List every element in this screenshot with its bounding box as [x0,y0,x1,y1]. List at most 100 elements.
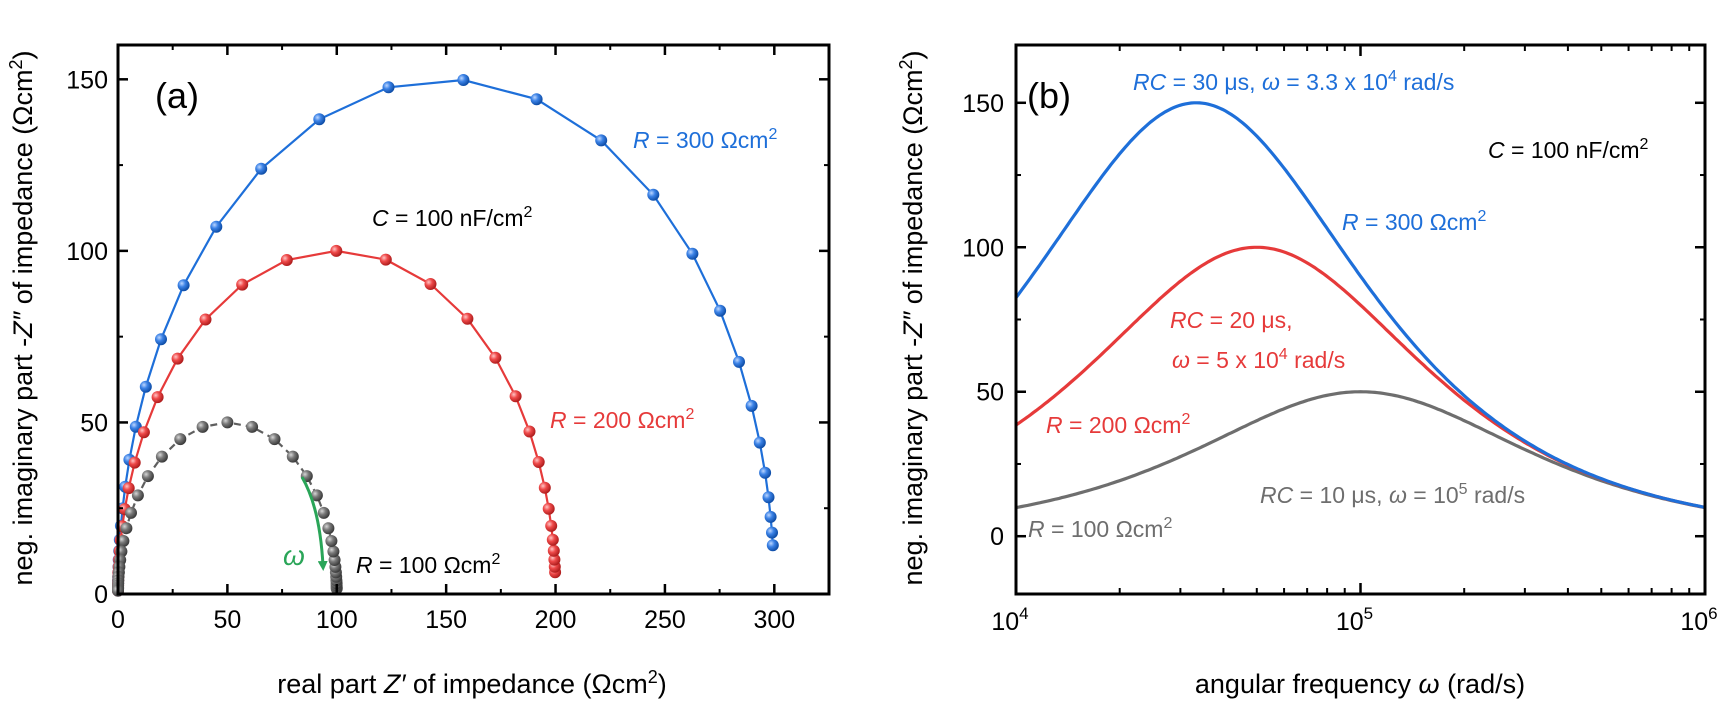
panel-a-data-point [547,544,560,557]
panel-a-data-point [210,220,223,233]
panel-a-ticks: 0 50 100 150 200 250 300 0 50 100 150 [66,45,829,634]
panel-a-data-point [131,489,144,502]
panel-a-data-point [647,188,660,201]
panel-a-data-point [538,481,551,494]
panel-b-series-line [1015,245,1706,509]
panel-b-series-label-r100: R = 100 Ωcm2 [1028,515,1172,542]
panel-a-data-point [764,510,777,523]
omega-direction-arrow [300,476,328,571]
panel-a-data-point [177,279,190,292]
panel-b-y-axis-title: neg. imaginary part -Z″ of impedance (Ωc… [896,51,928,586]
panel-a-data-point [753,436,766,449]
panel-a-data-point [120,522,133,535]
panel-a-x-tick-label: 250 [644,606,686,634]
panel-a-data-point [546,533,559,546]
panel-a-x-tick-label: 200 [535,606,577,634]
panel-b-x-tick-label: 105 [1336,604,1373,636]
panel-a-y-tick-label: 50 [80,409,108,437]
panel-a-data-point [141,470,154,483]
panel-a-data-point [509,390,522,403]
panel-a-data-point [766,526,778,539]
panel-a-data-point [745,399,758,412]
panel-b-ticks: 104 105 106 0 50 100 150 [962,45,1718,636]
panel-a-data-point [382,81,395,94]
panel-a-data-point [327,545,340,558]
panel-b-y-tick-label: 0 [990,523,1004,551]
panel-a-series-line [116,78,774,591]
panel-a-data-point [310,489,323,502]
panel-b-capacitance-label: C = 100 nF/cm2 [1488,136,1649,163]
panel-a-label: (a) [155,75,199,116]
panel-a-data-point [221,416,234,429]
panel-a-x-tick-label: 0 [111,606,125,634]
panel-a-series-label-r300: R = 300 Ωcm2 [633,126,777,153]
panel-a-plot-area [112,74,779,597]
panel-b-plot-area [1014,101,1706,510]
panel-a-data-point [268,433,281,446]
panel-b-y-tick-label: 100 [962,234,1004,262]
panel-a-data-point [325,535,338,547]
panel-b-peak-label-r200-line2: ω = 5 x 104 rad/s [1172,346,1345,373]
panel-a-data-point [196,420,209,433]
panel-a-data-point [286,450,299,463]
panel-a-data-point [489,351,502,364]
panel-a-data-point [766,539,779,552]
panel-a-y-tick-label: 150 [66,66,108,94]
panel-a-y-tick-label: 0 [94,581,108,609]
panel-a-data-point [155,450,168,463]
panel-a-data-point [236,278,249,291]
panel-a-data-point [686,247,699,260]
omega-direction-label: ω [283,540,305,571]
panel-a-data-point [280,254,293,266]
panel-a-data-point [199,313,212,326]
panel-b-series-label-r200: R = 200 Ωcm2 [1046,411,1190,438]
panel-a-data-point [461,312,474,325]
panel-a-data-point [545,519,558,532]
panel-a-data-point [424,278,437,290]
panel-a: 0 50 100 150 200 250 300 0 50 100 150 (a) real par… [6,43,831,699]
panel-a-data-point [523,425,536,438]
panel-a-data-point [733,355,745,368]
panel-b-label: (b) [1027,75,1071,116]
panel-a-data-point [117,535,130,547]
panel-a-data-point [246,420,259,433]
panel-a-data-point [151,391,164,404]
panel-a-data-point [174,433,187,446]
panel-b-series-label-r300: R = 300 Ωcm2 [1342,208,1486,235]
panel-b-y-tick-label: 50 [976,379,1004,407]
panel-b-series-line [1014,101,1706,509]
panel-a-frame [116,43,831,596]
panel-a-data-point [595,134,608,147]
panel-a-capacitance-label: C = 100 nF/cm2 [372,204,533,231]
panel-a-data-point [542,502,555,515]
panel-a-data-point [532,456,545,468]
panel-b-peak-label-r200-line1: RC = 20 μs, [1170,307,1293,333]
panel-b-peak-label-r100: RC = 10 μs, ω = 105 rad/s [1260,481,1525,508]
panel-a-data-point [255,162,268,175]
panel-a-data-point [125,506,137,519]
panel-a-data-point [530,93,543,106]
panel-a-data-point [137,426,150,439]
panel-a-y-axis-title: neg. imaginary part -Z″ of impedance (Ωc… [6,51,38,586]
panel-b-x-tick-label: 104 [991,604,1028,636]
panel-a-series-label-r100: R = 100 Ωcm2 [356,551,500,578]
panel-a-data-point [714,304,727,317]
panel-a-data-point [313,113,326,126]
panel-a-data-point [379,253,392,266]
panel-a-data-point [330,244,343,257]
panel-a-data-point [322,522,335,535]
panel-a-data-point [317,506,330,519]
panel-a-data-point [122,482,135,495]
panel-b-frame [1014,43,1707,596]
panel-b-series-line [1015,390,1706,510]
panel-a-series-label-r200: R = 200 Ωcm2 [550,406,694,433]
panel-a-x-axis-title: real part Z′ of impedance (Ωcm2) [277,667,666,699]
panel-a-data-point [548,553,561,566]
panel-a-x-tick-label: 300 [753,606,795,634]
panel-b-x-tick-label: 106 [1680,604,1717,636]
panel-a-data-point [128,456,141,469]
panel-a-data-point [155,333,167,346]
panel-a-y-tick-label: 100 [66,238,108,266]
panel-a-data-point [139,380,152,393]
